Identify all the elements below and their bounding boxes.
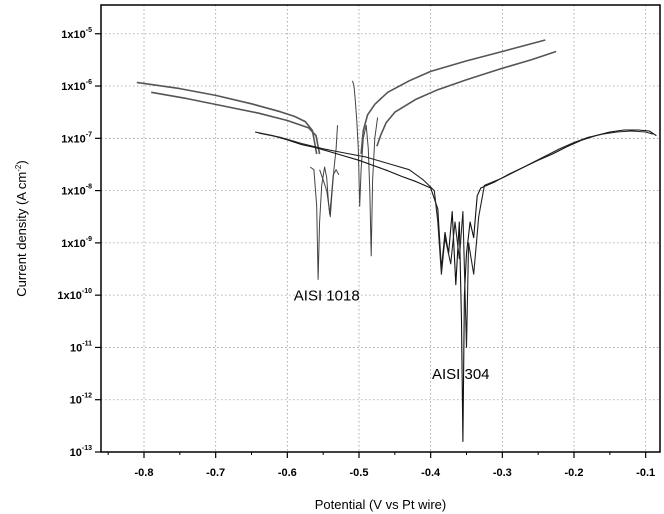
y-tick-label: 1x10-10 bbox=[57, 288, 92, 302]
series-line-7 bbox=[376, 50, 557, 147]
x-axis-title: Potential (V vs Pt wire) bbox=[315, 497, 447, 512]
series-line-9 bbox=[258, 130, 653, 348]
series-line-8 bbox=[254, 129, 657, 443]
y-tick-label: 10-11 bbox=[70, 340, 92, 354]
x-tick-label: -0.3 bbox=[493, 467, 512, 479]
x-tick-label: -0.5 bbox=[350, 467, 369, 479]
series-line-4 bbox=[319, 125, 338, 218]
x-tick-label: -0.2 bbox=[565, 467, 584, 479]
y-tick-label: 10-13 bbox=[70, 445, 92, 459]
series-group bbox=[136, 39, 657, 443]
y-axis-title: Current density (A cm-2) bbox=[14, 160, 29, 296]
x-tick-label: -0.8 bbox=[135, 467, 154, 479]
y-tick-label: 1x10-5 bbox=[61, 27, 92, 41]
y-axis-title-sup: -2 bbox=[14, 164, 23, 172]
axis-ticks: -0.8 -0.7 -0.6 -0.5 -0.4 -0.3 -0.2 -0.1 1x10-5 1x… bbox=[57, 27, 655, 479]
y-tick-label: 1x10-7 bbox=[61, 131, 92, 145]
x-tick-label: -0.4 bbox=[421, 467, 441, 479]
x-tick-label: -0.1 bbox=[636, 467, 655, 479]
y-axis-title-prefix: Current density (A cm bbox=[14, 172, 29, 297]
y-tick-label: 1x10-9 bbox=[61, 236, 92, 250]
annotations: AISI 1018 AISI 304 bbox=[294, 287, 490, 382]
annotation-label: AISI 304 bbox=[432, 366, 490, 383]
plot-frame bbox=[100, 4, 661, 453]
x-tick-label: -0.7 bbox=[206, 467, 225, 479]
y-tick-label: 1x10-6 bbox=[61, 79, 92, 93]
series-line-2 bbox=[151, 91, 321, 155]
series-line-1 bbox=[136, 81, 318, 155]
series-line-6 bbox=[360, 39, 546, 155]
y-tick-label: 1x10-8 bbox=[61, 184, 92, 198]
grid-lines bbox=[101, 5, 660, 453]
x-tick-label: -0.6 bbox=[278, 467, 297, 479]
annotation-label: AISI 1018 bbox=[294, 287, 360, 304]
y-axis-title-suffix: ) bbox=[14, 160, 29, 164]
y-tick-label: 10-12 bbox=[70, 393, 92, 407]
